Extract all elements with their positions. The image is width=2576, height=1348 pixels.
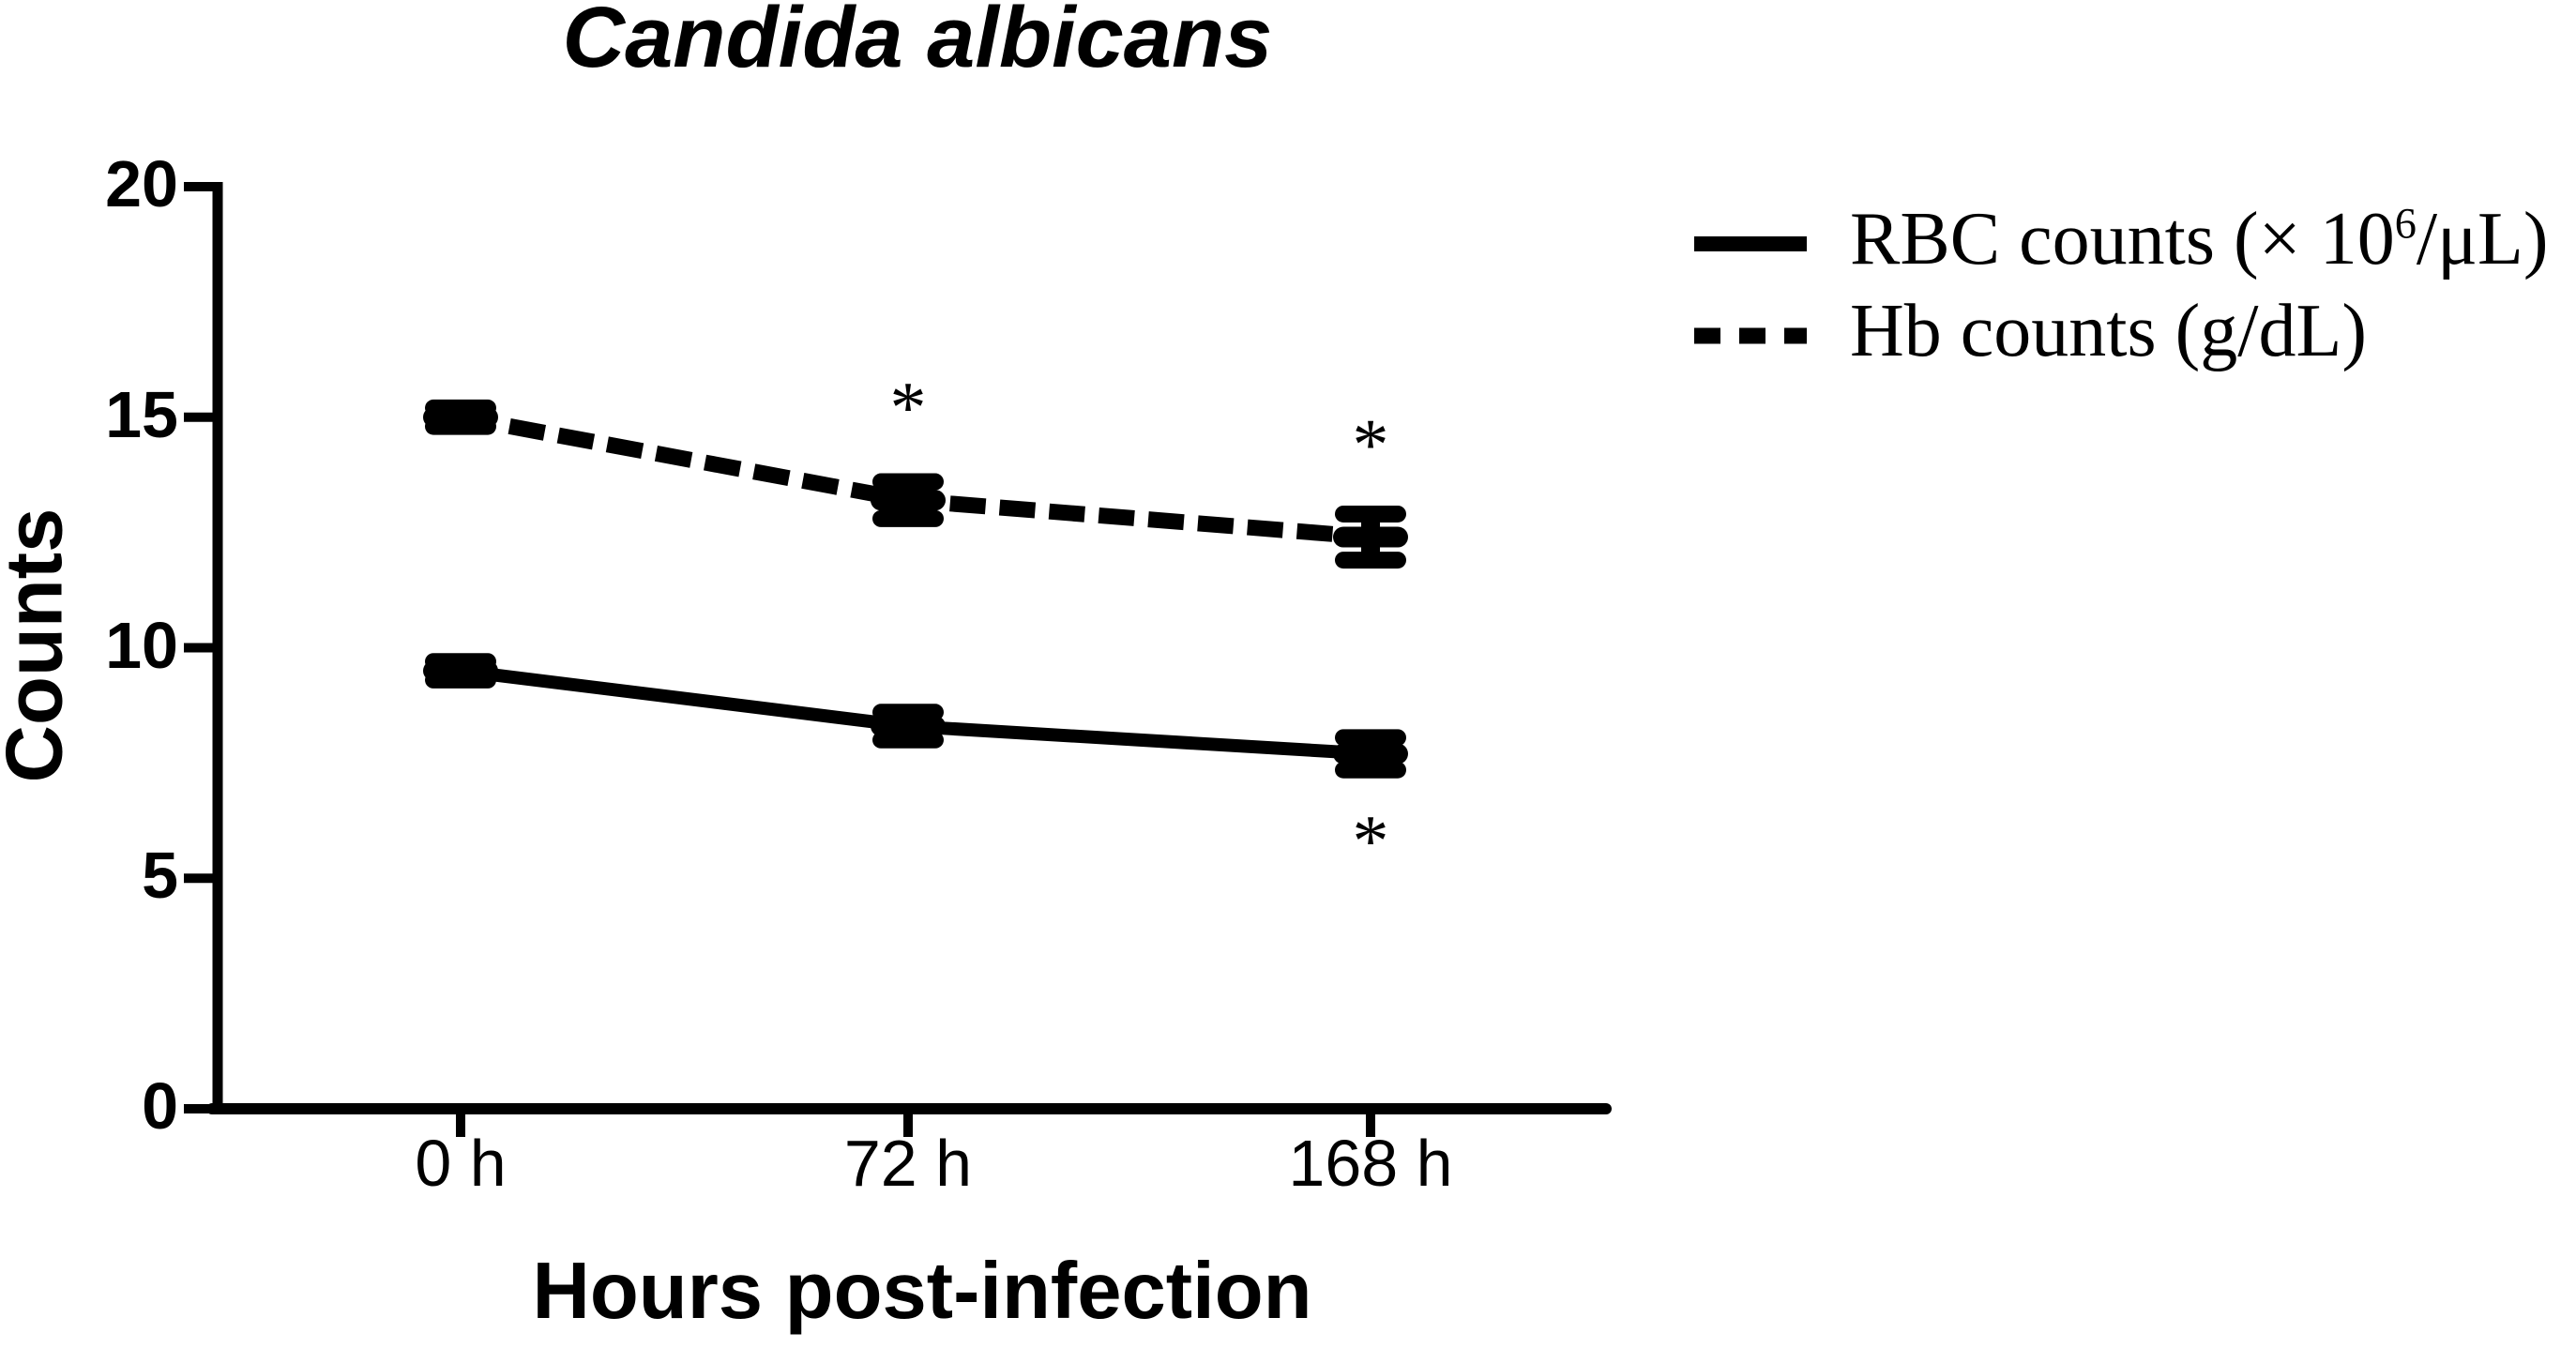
y-tick-label: 0 — [142, 1069, 178, 1143]
y-tick-label: 20 — [105, 147, 178, 220]
x-tick-label: 0 h — [415, 1127, 507, 1200]
legend-text-part: RBC counts (× 10 — [1850, 198, 2395, 280]
y-tick-label: 10 — [105, 608, 178, 682]
legend-item-label: RBC counts (× 106/μL) — [1850, 202, 2549, 277]
significance-asterisk: * — [1353, 800, 1389, 882]
x-tick-label: 72 h — [843, 1127, 973, 1200]
chart-title: Candida albicans — [562, 0, 1273, 85]
x-tick-label: 168 h — [1288, 1127, 1453, 1200]
y-tick-label: 15 — [105, 377, 178, 451]
legend-item-label: Hb counts (g/dL) — [1850, 294, 2367, 369]
x-axis-label: Hours post-infection — [532, 1247, 1312, 1336]
y-tick-label: 5 — [142, 839, 178, 913]
significance-asterisk: * — [890, 367, 927, 448]
legend-superscript: 6 — [2394, 200, 2417, 249]
legend-text-part: Hb counts (g/dL) — [1850, 290, 2368, 372]
legend-text-part: /μL) — [2416, 198, 2549, 280]
significance-asterisk: * — [1353, 403, 1389, 485]
